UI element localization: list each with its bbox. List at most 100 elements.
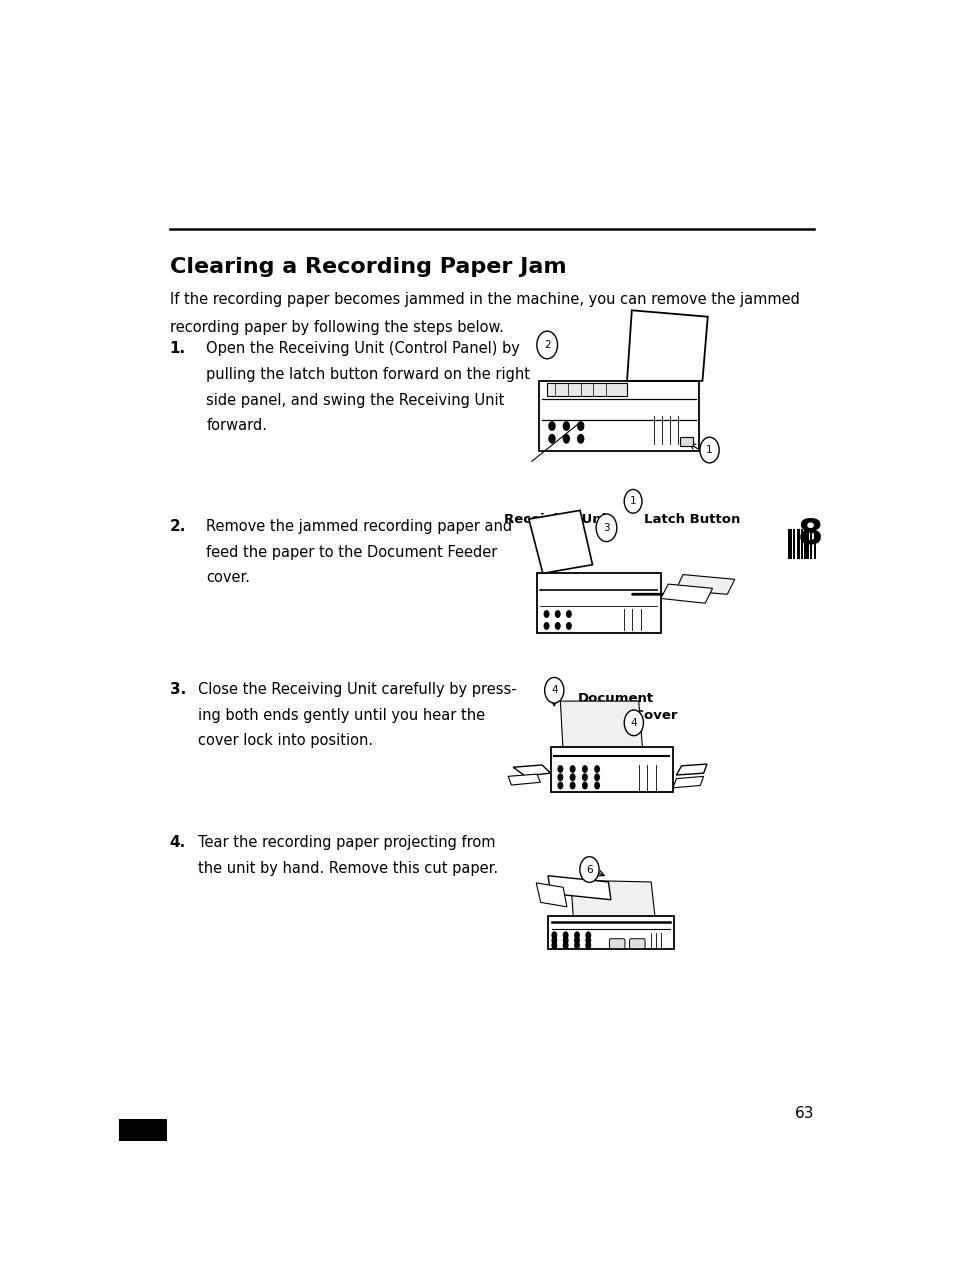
FancyBboxPatch shape	[679, 437, 692, 446]
Polygon shape	[676, 764, 706, 776]
Text: recording paper by following the steps below.: recording paper by following the steps b…	[170, 319, 503, 335]
Polygon shape	[513, 765, 550, 776]
Text: 1.: 1.	[170, 341, 186, 356]
Text: Latch Button: Latch Button	[643, 513, 740, 526]
Text: 8: 8	[797, 517, 822, 551]
Polygon shape	[675, 574, 734, 595]
Polygon shape	[809, 529, 811, 559]
Text: 2.: 2.	[170, 519, 186, 535]
Circle shape	[562, 433, 570, 444]
Circle shape	[562, 941, 568, 950]
Circle shape	[557, 773, 563, 781]
Circle shape	[562, 420, 570, 431]
Circle shape	[537, 331, 557, 359]
Circle shape	[574, 936, 579, 945]
Polygon shape	[672, 777, 703, 787]
Polygon shape	[813, 529, 815, 559]
Circle shape	[581, 765, 587, 773]
Circle shape	[557, 765, 563, 773]
Text: Clearing a Recording Paper Jam: Clearing a Recording Paper Jam	[170, 258, 565, 277]
Polygon shape	[801, 529, 802, 559]
Polygon shape	[547, 876, 610, 900]
Circle shape	[581, 782, 587, 790]
FancyBboxPatch shape	[609, 938, 624, 949]
Polygon shape	[797, 529, 798, 559]
Text: pulling the latch button forward on the right: pulling the latch button forward on the …	[206, 367, 530, 382]
Text: side panel, and swing the Receiving Unit: side panel, and swing the Receiving Unit	[206, 392, 504, 408]
Polygon shape	[787, 529, 790, 559]
Circle shape	[569, 782, 575, 790]
Circle shape	[565, 610, 571, 618]
Circle shape	[569, 773, 575, 781]
Text: Close the Receiving Unit carefully by press-: Close the Receiving Unit carefully by pr…	[197, 682, 516, 697]
FancyBboxPatch shape	[547, 915, 673, 950]
FancyBboxPatch shape	[536, 573, 660, 633]
Text: forward.: forward.	[206, 418, 267, 433]
Circle shape	[562, 936, 568, 945]
Circle shape	[557, 782, 563, 790]
Text: Tear the recording paper projecting from: Tear the recording paper projecting from	[197, 835, 495, 850]
Circle shape	[579, 856, 598, 882]
FancyBboxPatch shape	[550, 746, 672, 792]
Circle shape	[594, 782, 599, 790]
Circle shape	[565, 622, 571, 629]
Polygon shape	[536, 883, 566, 906]
Circle shape	[700, 437, 719, 463]
Circle shape	[577, 420, 584, 431]
Circle shape	[569, 765, 575, 773]
Circle shape	[543, 610, 549, 618]
Text: cover lock into position.: cover lock into position.	[197, 733, 373, 749]
Text: feed the paper to the Document Feeder: feed the paper to the Document Feeder	[206, 545, 497, 560]
FancyBboxPatch shape	[119, 1119, 167, 1141]
FancyBboxPatch shape	[629, 938, 644, 949]
Polygon shape	[528, 510, 592, 573]
Circle shape	[543, 622, 549, 629]
Polygon shape	[559, 701, 641, 746]
Polygon shape	[660, 585, 712, 604]
Text: 4: 4	[630, 718, 637, 728]
Text: ing both ends gently until you hear the: ing both ends gently until you hear the	[197, 708, 484, 723]
Polygon shape	[626, 310, 707, 381]
Circle shape	[623, 710, 642, 736]
Text: Receiving Unit: Receiving Unit	[503, 513, 612, 526]
Circle shape	[585, 941, 591, 950]
Circle shape	[551, 941, 557, 950]
Text: If the recording paper becomes jammed in the machine, you can remove the jammed: If the recording paper becomes jammed in…	[170, 292, 799, 308]
FancyBboxPatch shape	[538, 381, 699, 451]
Circle shape	[574, 931, 579, 940]
Text: Remove the jammed recording paper and: Remove the jammed recording paper and	[206, 519, 512, 535]
Text: 3.: 3.	[170, 682, 186, 697]
Circle shape	[574, 941, 579, 950]
Circle shape	[562, 931, 568, 940]
Circle shape	[555, 622, 560, 629]
Circle shape	[585, 936, 591, 945]
Text: Document
Feeder Cover: Document Feeder Cover	[577, 692, 677, 722]
Circle shape	[551, 936, 557, 945]
Text: 6: 6	[585, 864, 592, 874]
Circle shape	[623, 490, 641, 513]
Text: 3: 3	[602, 523, 609, 533]
Text: 2: 2	[543, 340, 550, 350]
Circle shape	[555, 610, 560, 618]
Text: 1: 1	[705, 445, 712, 455]
Circle shape	[548, 433, 555, 444]
Text: cover.: cover.	[206, 570, 251, 586]
Polygon shape	[792, 529, 794, 559]
Circle shape	[596, 514, 617, 541]
Text: 4.: 4.	[170, 835, 186, 850]
Text: 1: 1	[629, 496, 636, 506]
Polygon shape	[508, 774, 539, 785]
Text: 4: 4	[551, 686, 557, 695]
Circle shape	[548, 420, 555, 431]
Circle shape	[544, 677, 563, 703]
Polygon shape	[570, 881, 654, 915]
Circle shape	[577, 433, 584, 444]
Circle shape	[551, 931, 557, 940]
Circle shape	[581, 773, 587, 781]
Polygon shape	[804, 529, 807, 559]
Text: the unit by hand. Remove this cut paper.: the unit by hand. Remove this cut paper.	[197, 860, 497, 876]
Text: 63: 63	[794, 1106, 813, 1122]
Circle shape	[594, 773, 599, 781]
Polygon shape	[547, 383, 626, 396]
Circle shape	[585, 931, 591, 940]
